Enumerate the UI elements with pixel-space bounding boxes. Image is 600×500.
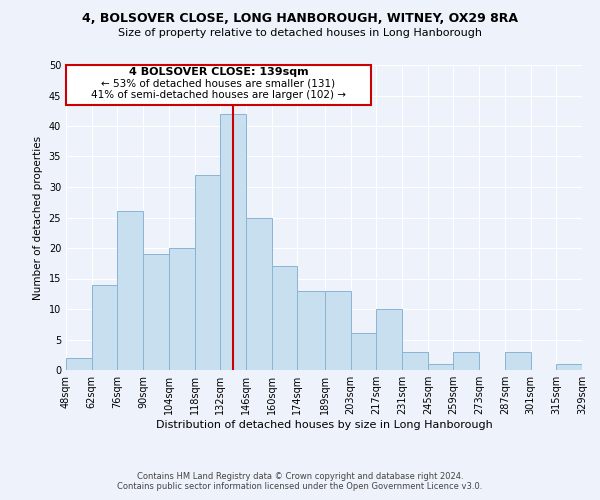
Bar: [376, 309, 402, 370]
Bar: [169, 248, 194, 370]
Y-axis label: Number of detached properties: Number of detached properties: [33, 136, 43, 300]
Bar: [556, 364, 582, 370]
Bar: [246, 218, 272, 370]
Bar: [325, 290, 350, 370]
Bar: [220, 114, 246, 370]
Text: 4, BOLSOVER CLOSE, LONG HANBOROUGH, WITNEY, OX29 8RA: 4, BOLSOVER CLOSE, LONG HANBOROUGH, WITN…: [82, 12, 518, 26]
Bar: [402, 352, 428, 370]
X-axis label: Distribution of detached houses by size in Long Hanborough: Distribution of detached houses by size …: [155, 420, 493, 430]
Text: 41% of semi-detached houses are larger (102) →: 41% of semi-detached houses are larger (…: [91, 90, 346, 101]
Bar: [143, 254, 169, 370]
Bar: [350, 334, 376, 370]
Bar: [194, 175, 220, 370]
Text: 4 BOLSOVER CLOSE: 139sqm: 4 BOLSOVER CLOSE: 139sqm: [128, 68, 308, 78]
Text: ← 53% of detached houses are smaller (131): ← 53% of detached houses are smaller (13…: [101, 78, 335, 88]
Bar: [66, 358, 92, 370]
Bar: [118, 212, 143, 370]
Text: Contains HM Land Registry data © Crown copyright and database right 2024.: Contains HM Land Registry data © Crown c…: [137, 472, 463, 481]
FancyBboxPatch shape: [66, 65, 371, 104]
Text: Contains public sector information licensed under the Open Government Licence v3: Contains public sector information licen…: [118, 482, 482, 491]
Bar: [272, 266, 298, 370]
Bar: [505, 352, 530, 370]
Bar: [298, 290, 325, 370]
Text: Size of property relative to detached houses in Long Hanborough: Size of property relative to detached ho…: [118, 28, 482, 38]
Bar: [454, 352, 479, 370]
Bar: [92, 284, 118, 370]
Bar: [428, 364, 454, 370]
